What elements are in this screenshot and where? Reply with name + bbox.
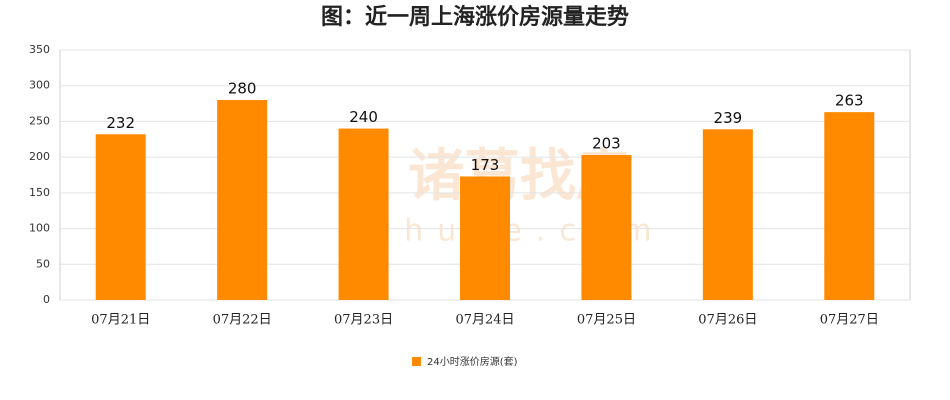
x-tick-label: 07月21日 [91,313,150,328]
bar [217,100,268,300]
y-tick-label: 50 [36,257,50,270]
y-tick-label: 0 [43,293,50,306]
chart-title: 图：近一周上海涨价房源量走势 [321,4,629,30]
x-tick-label: 07月27日 [820,313,879,328]
bar [702,129,753,300]
y-tick-label: 300 [29,79,50,92]
y-tick-label: 100 [29,222,50,235]
bar [338,128,389,300]
value-label: 203 [592,135,621,153]
value-label: 232 [106,114,135,132]
x-tick-label: 07月25日 [577,313,636,328]
y-tick-label: 250 [29,114,50,127]
bar [581,155,632,300]
value-label: 173 [471,156,500,174]
legend-swatch [412,357,421,366]
y-tick-label: 150 [29,186,50,199]
x-tick-label: 07月26日 [698,313,757,328]
value-label: 263 [835,92,864,110]
x-tick-label: 07月24日 [455,313,514,328]
value-label: 239 [714,109,743,127]
bar [824,112,875,301]
bar [460,176,510,300]
x-tick-label: 07月23日 [334,313,393,328]
y-tick-label: 350 [29,43,50,56]
value-label: 240 [349,108,378,126]
bar [95,134,146,300]
value-label: 280 [228,80,257,98]
legend-label: 24小时涨价房源(套) [427,355,518,368]
x-tick-label: 07月22日 [213,313,272,328]
y-tick-label: 200 [29,150,50,163]
